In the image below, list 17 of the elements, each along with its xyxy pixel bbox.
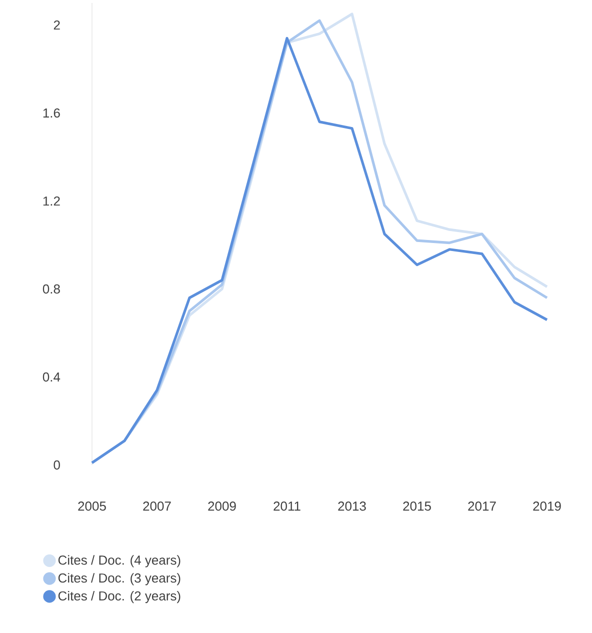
y-tick-label: 1.2 [43, 196, 60, 206]
x-tick-label: 2011 [274, 502, 300, 511]
y-tick-label: 0 [54, 460, 60, 470]
x-tick-label: 2013 [338, 502, 366, 511]
y-tick-label: 2 [54, 20, 60, 30]
x-tick-label: 2015 [403, 502, 431, 511]
y-tick-label: 1.6 [43, 108, 60, 118]
y-tick-label: 0.4 [42, 372, 60, 382]
x-tick-label: 2007 [143, 502, 171, 511]
y-tick-label: 0.8 [42, 284, 60, 294]
x-tick-label: 2019 [533, 502, 561, 511]
legend-label: Cites / Doc. (3 years) [58, 573, 180, 586]
x-tick-label: 2017 [468, 502, 496, 511]
x-tick-label: 2005 [78, 502, 106, 511]
legend-label: Cites / Doc. (4 years) [58, 555, 180, 568]
legend-label: Cites / Doc. (2 years) [58, 590, 180, 604]
x-tick-label: 2009 [208, 502, 236, 511]
